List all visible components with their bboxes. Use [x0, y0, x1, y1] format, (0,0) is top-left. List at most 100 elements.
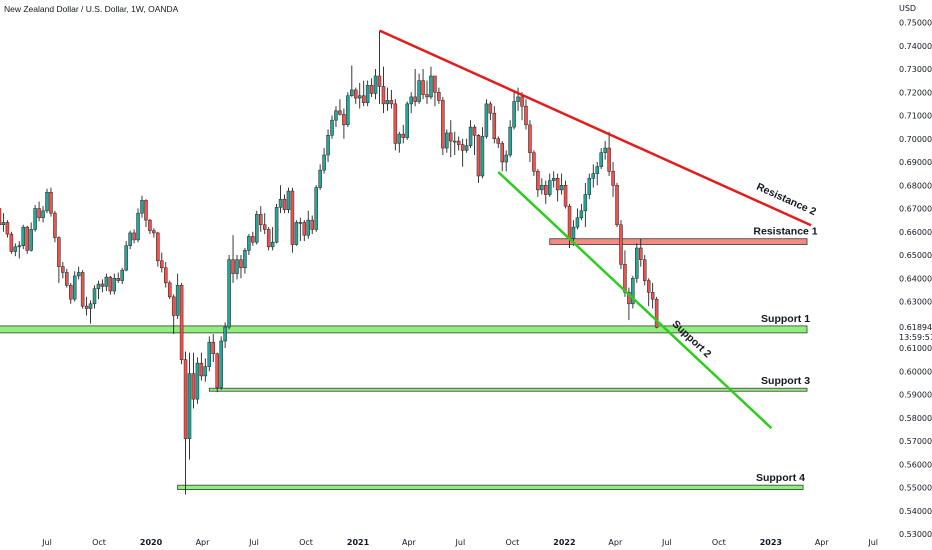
candle-body: [611, 171, 615, 186]
candle: [326, 129, 330, 162]
candle-body: [433, 75, 437, 93]
candle-body: [318, 169, 322, 188]
candle-body: [504, 154, 508, 163]
candle: [0, 208, 2, 226]
candle-body: [21, 226, 25, 246]
y-tick-label: 0.74000: [899, 42, 932, 51]
zone-support-1[interactable]: [0, 325, 808, 334]
candle: [508, 120, 512, 158]
candle-body: [290, 190, 295, 245]
candle-body: [1, 222, 6, 226]
candle: [615, 182, 619, 228]
candle-body: [528, 124, 532, 153]
trendline-label: Resistance 2: [754, 181, 818, 218]
candle-body: [354, 89, 358, 99]
trendline-layer: [379, 29, 812, 430]
x-tick-label: Jul: [248, 538, 259, 547]
candle: [532, 150, 536, 176]
candle-body: [282, 198, 287, 210]
candle-body: [508, 126, 512, 156]
candle: [140, 195, 144, 218]
candle-body: [164, 267, 168, 284]
candle: [262, 213, 267, 235]
candle-body: [544, 185, 548, 195]
candle-body: [334, 110, 338, 121]
candle-body: [551, 178, 556, 181]
zone-resistance-1[interactable]: [549, 238, 808, 245]
candle-body: [445, 132, 449, 149]
candle: [330, 115, 334, 139]
y-tick-label: 0.53000: [899, 530, 932, 539]
candle: [373, 69, 378, 100]
candle: [231, 235, 235, 283]
candle-body: [88, 303, 93, 309]
candle-body: [480, 136, 485, 177]
candle: [464, 138, 469, 153]
candle: [53, 210, 57, 243]
candle: [460, 138, 465, 167]
candle-body: [449, 132, 453, 142]
candle: [639, 238, 643, 267]
candle-body: [25, 226, 29, 251]
y-tick-label: 0.68000: [899, 181, 932, 190]
candle: [124, 241, 128, 272]
candle-body: [595, 166, 599, 174]
candle-body: [61, 266, 65, 273]
candle: [401, 124, 406, 144]
candle-body: [559, 185, 564, 191]
candle: [148, 218, 152, 235]
y-tick-label: 0.64000: [899, 274, 932, 283]
candle: [409, 92, 413, 114]
candle: [591, 164, 596, 188]
candle-body: [460, 144, 465, 151]
candle: [583, 182, 588, 228]
candle: [559, 173, 564, 195]
candle-body: [361, 95, 366, 103]
candle: [528, 120, 532, 162]
zone-support-3[interactable]: [208, 387, 808, 392]
candle: [433, 75, 437, 107]
candle-body: [654, 298, 659, 328]
candle: [365, 80, 370, 107]
candle-body: [421, 80, 425, 95]
candle: [164, 261, 168, 288]
candle: [203, 358, 208, 382]
candle-body: [599, 152, 603, 167]
candle-body: [144, 200, 148, 221]
candle-body: [167, 282, 172, 298]
candle-body: [389, 100, 394, 105]
candle-body: [294, 222, 299, 245]
candle-body: [57, 237, 61, 267]
candle: [49, 187, 53, 217]
candle: [76, 266, 81, 280]
candle-body: [350, 89, 354, 96]
trendline-support-2[interactable]: [497, 171, 773, 430]
candle-body: [571, 226, 576, 239]
candle-body: [136, 212, 140, 241]
zone-support-4[interactable]: [177, 484, 804, 490]
time-axis: Jul Oct 2020 Apr Jul Oct 2021 Apr Jul Oct 2022 Apr J…: [41, 538, 878, 547]
candle: [654, 296, 659, 329]
candle: [456, 136, 461, 151]
candle: [540, 178, 544, 195]
candle-body: [84, 305, 89, 309]
candle: [175, 273, 180, 319]
candle-body: [219, 340, 223, 388]
candle: [215, 352, 219, 393]
trendline-resistance-2[interactable]: [379, 29, 812, 227]
candle: [635, 243, 639, 283]
candle-body: [524, 105, 528, 126]
candle-body: [53, 212, 57, 238]
candle: [152, 228, 156, 238]
candle: [512, 92, 516, 130]
candle: [599, 148, 603, 169]
candle: [223, 322, 227, 348]
candle: [425, 80, 429, 104]
candle: [524, 99, 528, 130]
zone-label: Support 4: [756, 472, 805, 484]
candle-body: [587, 178, 592, 195]
candle: [270, 227, 275, 251]
candle: [290, 187, 295, 253]
candle: [100, 279, 105, 293]
